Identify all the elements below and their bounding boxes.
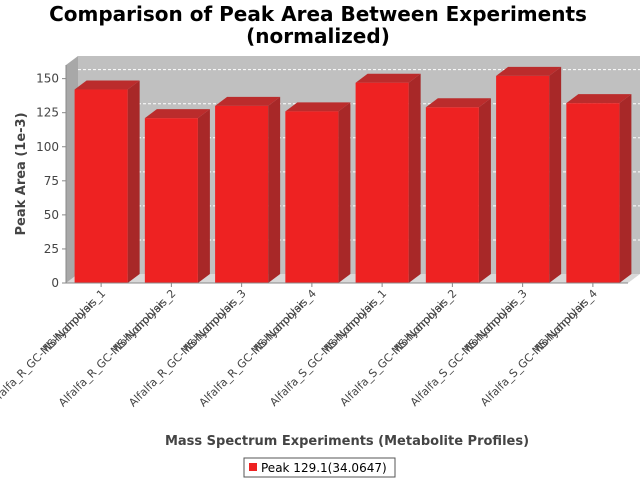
bar-top	[355, 73, 421, 83]
y-tick-label: 125	[36, 106, 59, 120]
x-tick-label: Nohydrolysis_3	[462, 287, 530, 355]
x-category-labels: Alfalfa_R_GC-MS-Nonpolar-Nohydrolysis_1A…	[0, 283, 600, 409]
x-tick-label: Nohydrolysis_1	[321, 287, 389, 355]
x-tick-label: Nohydrolysis_4	[532, 287, 600, 355]
bar-side	[478, 98, 491, 283]
bar-side	[408, 73, 421, 284]
bar	[285, 102, 351, 283]
bar	[496, 66, 562, 284]
plot-area	[66, 56, 640, 284]
y-axis-title: Peak Area (1e-3)	[14, 112, 29, 235]
x-tick-label: Nohydrolysis_2	[392, 287, 460, 355]
x-tick-label: Nohydrolysis_1	[40, 287, 108, 355]
y-tick-label: 100	[36, 140, 59, 154]
bar	[425, 98, 491, 283]
bar-front	[215, 105, 269, 283]
bar-front	[285, 111, 339, 283]
bar	[144, 109, 210, 283]
bar	[566, 94, 632, 284]
bar-side	[127, 80, 140, 284]
bar-front	[566, 103, 620, 284]
bar-front	[144, 118, 198, 283]
x-axis-title: Mass Spectrum Experiments (Metabolite Pr…	[165, 434, 529, 449]
x-tick-label: Nohydrolysis_2	[111, 287, 179, 355]
bar-side	[619, 94, 632, 284]
x-tick-label: Nohydrolysis_3	[181, 287, 249, 355]
y-tick-label: 50	[44, 208, 59, 222]
bar-front	[74, 89, 128, 284]
y-tick-label: 150	[36, 72, 59, 86]
bar-front	[355, 82, 409, 284]
bar-top	[566, 94, 632, 104]
y-tick-label: 25	[44, 242, 59, 256]
bars	[74, 66, 632, 284]
bar	[355, 73, 421, 284]
y-tick-label: 0	[51, 276, 59, 290]
y-tick-labels: 0 25 50 75 100 125 150	[36, 72, 66, 290]
bar-front	[425, 107, 479, 283]
y-tick-label: 75	[44, 174, 59, 188]
bar-top	[215, 96, 281, 106]
chart-title-line-2: (normalized)	[246, 24, 390, 48]
legend-box	[243, 457, 396, 478]
bar-side	[549, 66, 562, 284]
bar	[74, 80, 140, 284]
bar-top	[425, 98, 491, 108]
chart-title-line-1: Comparison of Peak Area Between Experime…	[49, 2, 587, 26]
bar-side	[338, 102, 351, 283]
bar-top	[285, 102, 351, 112]
bar-top	[74, 80, 140, 90]
bar-side	[197, 109, 210, 283]
legend-swatch	[249, 463, 257, 471]
bar-front	[496, 75, 550, 284]
bar-top	[144, 109, 210, 119]
legend: Peak 129.1(34.0647)	[243, 457, 396, 478]
bar-side	[268, 96, 281, 283]
y-axis: 0 25 50 75 100 125 150	[36, 65, 628, 290]
bar-top	[496, 66, 562, 76]
legend-label: Peak 129.1(34.0647)	[261, 461, 387, 475]
x-tick-label: Nohydrolysis_4	[251, 287, 319, 355]
bar	[215, 96, 281, 283]
